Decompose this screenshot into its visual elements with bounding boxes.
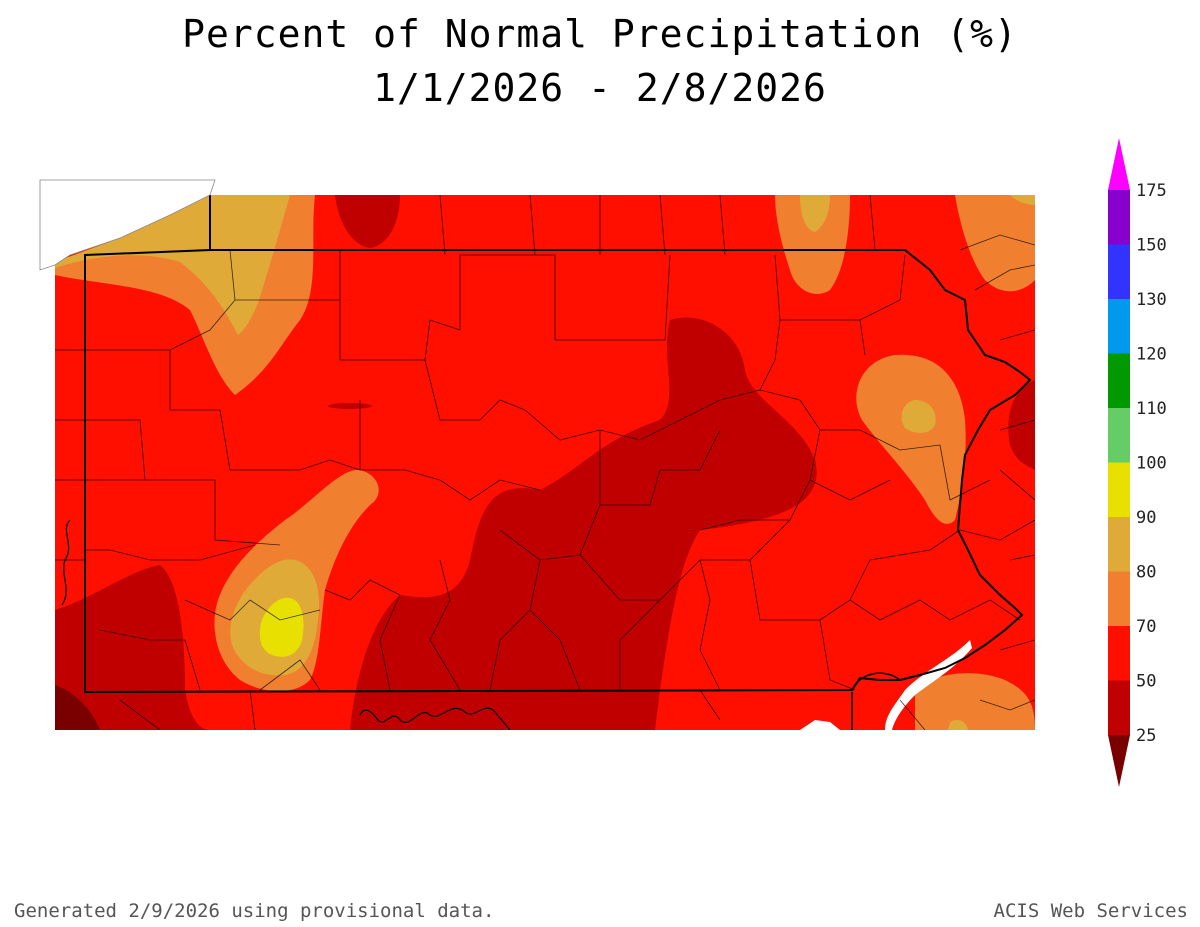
region-70-80-north-central <box>775 195 850 294</box>
region-80-90-north-central <box>800 195 830 232</box>
river-estuary <box>800 720 840 730</box>
legend-label: 90 <box>1136 508 1156 528</box>
legend-label: 150 <box>1136 236 1167 256</box>
legend-bin-90-100 <box>1108 462 1130 517</box>
footer-source: ACIS Web Services <box>993 900 1188 922</box>
map-title: Percent of Normal Precipitation (%) <box>182 12 1018 56</box>
region-70-80-northeast <box>955 195 1035 292</box>
legend-label: 130 <box>1136 290 1167 310</box>
legend-label: 120 <box>1136 345 1167 365</box>
legend-bin-80-90 <box>1108 517 1130 572</box>
legend-label: 25 <box>1136 726 1156 746</box>
pennsylvania-boundary <box>84 195 1032 694</box>
region-80-90-southeast <box>948 720 968 730</box>
precipitation-field <box>55 195 1035 730</box>
legend-bin-110-120 <box>1108 353 1130 408</box>
region-25-50-north <box>335 195 400 248</box>
delaware-river <box>885 640 972 730</box>
legend-bin-70-80 <box>1108 571 1130 626</box>
maryland-boundary-squiggle <box>359 707 511 730</box>
lake-erie <box>39 179 216 271</box>
region-below-25-corner <box>55 685 100 730</box>
region-80-90-northwest <box>55 195 290 335</box>
legend-bin-120-130 <box>1108 299 1130 354</box>
map-date-range: 1/1/2026 - 2/8/2026 <box>373 66 827 110</box>
legend-bin-100-110 <box>1108 408 1130 463</box>
region-25-50-central <box>350 317 817 730</box>
region-80-90-east <box>901 400 936 433</box>
lake-feature <box>328 403 372 409</box>
legend-bin-50-70 <box>1108 626 1130 681</box>
legend-label: 80 <box>1136 563 1156 583</box>
delaware-boundary <box>851 672 901 730</box>
region-80-90-northeast <box>1010 195 1035 205</box>
legend-bin-150-175 <box>1108 190 1130 245</box>
legend-label: 50 <box>1136 672 1156 692</box>
region-70-80-southeast <box>915 673 1035 730</box>
legend-label: 110 <box>1136 399 1167 419</box>
legend-bin-25-50 <box>1108 680 1130 735</box>
legend-bin-above-175 <box>1108 138 1130 190</box>
legend-label: 100 <box>1136 454 1167 474</box>
region-25-50-east <box>1008 380 1035 470</box>
legend-label: 70 <box>1136 617 1156 637</box>
county-boundaries <box>55 195 1035 730</box>
footer-generated-note: Generated 2/9/2026 using provisional dat… <box>14 900 495 922</box>
west-virginia-boundary <box>61 519 71 606</box>
region-90-100-southwest <box>259 597 304 657</box>
legend-colorbar: 25 50 70 80 90 100 110 120 130 150 175 <box>1108 138 1167 787</box>
region-25-50-southwest <box>55 565 210 730</box>
region-70-80-east <box>856 354 966 524</box>
legend-bin-130-150 <box>1108 244 1130 299</box>
legend-bin-below-25 <box>1108 735 1130 787</box>
legend-label: 175 <box>1136 181 1167 201</box>
